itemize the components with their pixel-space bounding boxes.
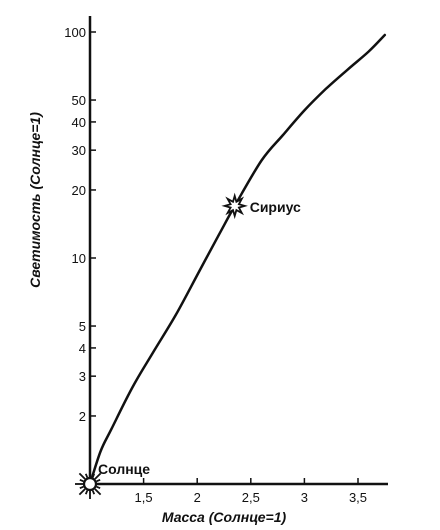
sun-ray: [84, 490, 89, 495]
sun-ray: [78, 472, 86, 480]
star-marker-icon: [221, 192, 248, 220]
sun-ray: [96, 478, 101, 483]
y-tick-label: 10: [72, 251, 86, 266]
sun-ray: [79, 485, 84, 490]
markers-layer: Солнце Сириус: [75, 192, 301, 499]
sun-marker-icon: [75, 469, 105, 499]
y-tick-label: 3: [79, 369, 86, 384]
y-tick-label: 40: [72, 115, 86, 130]
sun-ray: [78, 488, 86, 496]
x-axis-ticks: 1,5 2 2,5 3 3,5: [135, 478, 367, 505]
sun-label: Солнце: [98, 461, 150, 477]
y-axis-ticks: 2 3 4 5 10 20 30 40 50 100: [64, 25, 96, 424]
star-label: Сириус: [250, 199, 301, 215]
x-tick-label: 2: [194, 490, 201, 505]
series-line-0: [88, 33, 387, 486]
sun-ray: [91, 473, 96, 478]
sun-disc: [82, 476, 98, 492]
sun-ray: [94, 488, 102, 496]
curve-layer: [88, 33, 387, 486]
sun-ray: [96, 485, 101, 490]
y-tick-label: 50: [72, 93, 86, 108]
x-axis-title: Масса (Солнце=1): [162, 509, 287, 525]
axes: [88, 16, 388, 486]
x-tick-label: 2,5: [242, 490, 260, 505]
y-tick-label: 4: [79, 341, 86, 356]
y-tick-label: 30: [72, 143, 86, 158]
y-axis-title: Светимость (Солнце=1): [27, 112, 43, 288]
y-tick-label: 2: [79, 409, 86, 424]
x-tick-label: 1,5: [135, 490, 153, 505]
sun-ray: [84, 473, 89, 478]
sun-ray: [94, 472, 102, 480]
x-tick-label: 3,5: [349, 490, 367, 505]
y-tick-label: 5: [79, 319, 86, 334]
y-tick-label: 100: [64, 25, 86, 40]
sun-ray: [79, 478, 84, 483]
sun-ray: [91, 490, 96, 495]
x-tick-label: 3: [301, 490, 308, 505]
y-tick-label: 20: [72, 183, 86, 198]
